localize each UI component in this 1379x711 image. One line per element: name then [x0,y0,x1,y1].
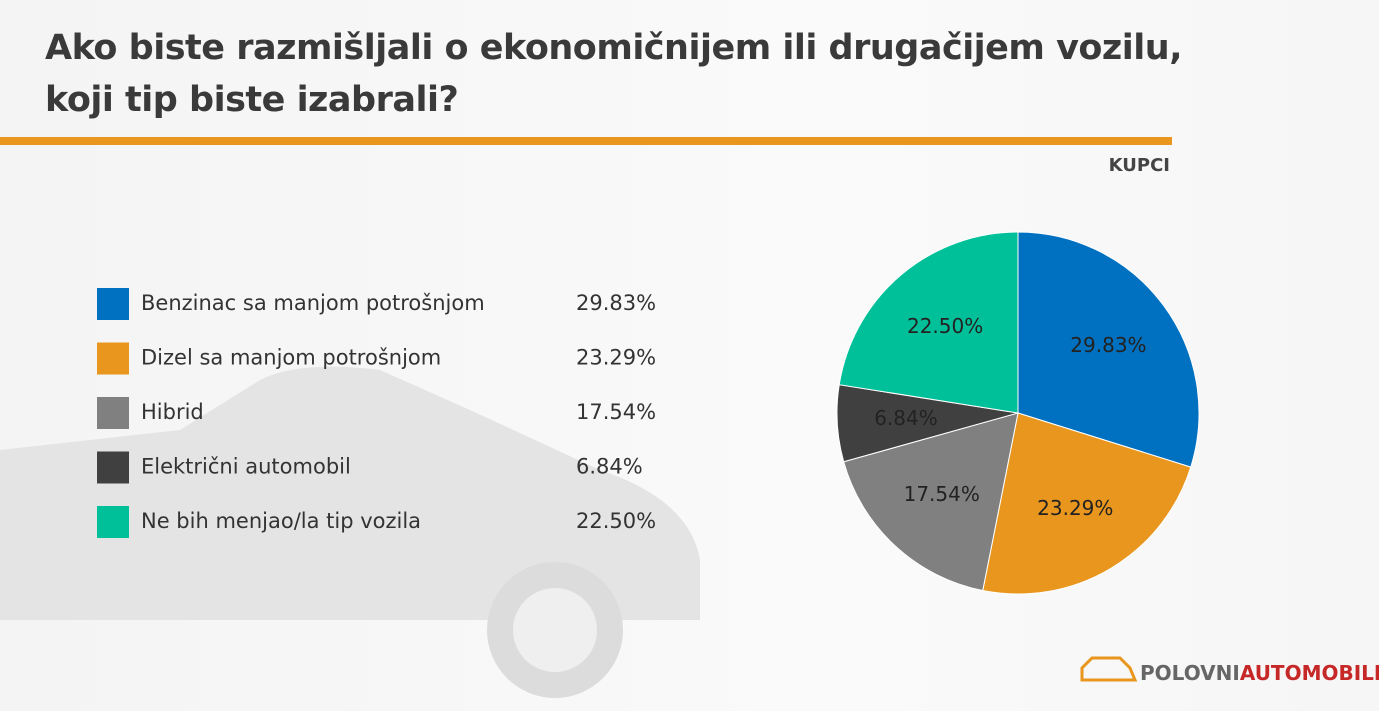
legend-swatch [97,506,129,538]
chart-title: Ako biste razmišljali o ekonomičnijem il… [45,28,1183,120]
legend-swatch [97,397,129,429]
pie-slice [1017,231,1200,468]
logo-part: POLOVNI [1140,661,1240,685]
divider [0,137,1172,145]
legend-value: 23.29% [576,346,656,370]
legend-swatch [97,451,129,484]
legend-value: 22.50% [576,509,656,533]
legend-label: Hibrid [141,400,204,424]
legend-value: 17.54% [576,400,656,424]
legend-value: 6.84% [576,455,643,479]
legend-label: Dizel sa manjom potrošnjom [141,346,441,370]
logo-text: POLOVNIAUTOMOBILI [1140,661,1379,685]
slice-label: 23.29% [1037,496,1113,520]
logo-part: AUTOMOBILI [1240,661,1379,685]
slice-label: 29.83% [1070,333,1146,357]
pie-slice [982,412,1192,595]
legend-value: 29.83% [576,291,656,315]
legend-swatch [97,342,129,375]
pie-slice [843,412,1019,592]
logo: POLOVNIAUTOMOBILI [1080,656,1379,685]
legend-label: Benzinac sa manjom potrošnjom [141,291,485,315]
legend-label: Električni automobil [141,455,351,479]
slice-label: 6.84% [874,406,938,430]
subtitle: KUPCI [1109,155,1170,176]
pie-slice [838,231,1019,414]
legend-label: Ne bih menjao/la tip vozila [141,509,421,533]
slice-label: 17.54% [904,482,980,506]
legend-swatch [97,288,129,320]
car-silhouette [0,366,700,698]
slice-label: 22.50% [907,314,983,338]
